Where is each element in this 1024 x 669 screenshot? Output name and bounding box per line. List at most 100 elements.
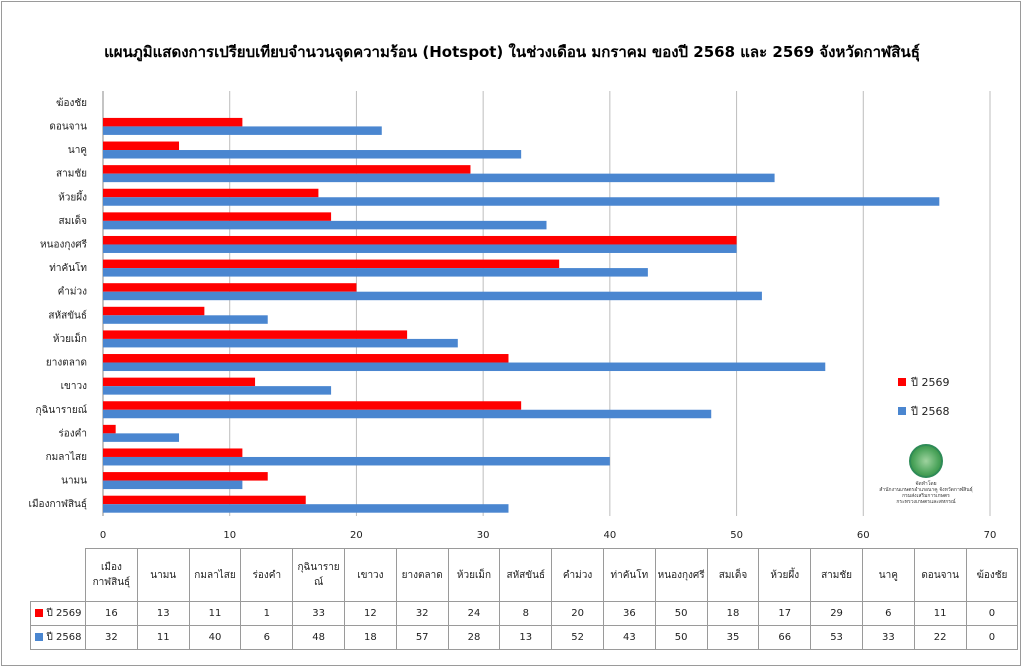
bar-2569 <box>103 141 180 151</box>
category-label: นามน <box>61 476 87 487</box>
logo-credit-line: จัดทำโดย <box>915 481 937 487</box>
bar-2569 <box>103 472 268 481</box>
x-tick-label: 20 <box>350 530 363 541</box>
legend: ปี 2569 ปี 2568 <box>898 374 949 432</box>
category-label: สหัสขันธ์ <box>48 309 87 321</box>
category-label: เมืองกาฬสินธุ์ <box>29 498 87 510</box>
table-header-cell: ดอนจาน <box>913 548 967 602</box>
table-header-cell: ห้วยผึ้ง <box>758 548 812 602</box>
table-cell: 18 <box>343 625 397 650</box>
bar-2568 <box>103 197 940 206</box>
bar-2569 <box>103 283 357 292</box>
table-header-cell: หนองกุงศรี <box>654 548 708 602</box>
seal-icon <box>909 444 943 478</box>
bar-2568 <box>103 409 712 419</box>
table-cell: 22 <box>913 625 967 650</box>
table-row-label: ปี 2569 <box>30 601 86 626</box>
table-header-cell: กุฉินารายณ์ <box>292 548 345 602</box>
table-swatch <box>34 633 43 641</box>
bar-2568 <box>103 315 268 324</box>
table-cell: 36 <box>602 601 656 626</box>
table-cell: 13 <box>136 601 190 626</box>
category-label: ฆ้องชัย <box>56 97 87 109</box>
bar-2569 <box>103 188 319 198</box>
x-tick-label: 50 <box>730 530 743 541</box>
bar-2568 <box>103 268 648 277</box>
bar-2568 <box>103 244 737 253</box>
table-cell: 66 <box>758 625 812 650</box>
bar-2569 <box>103 306 205 316</box>
table-cell: 52 <box>551 625 604 650</box>
x-tick-label: 70 <box>984 530 997 541</box>
table-cell: 35 <box>706 625 760 650</box>
table-cell: 33 <box>292 601 345 626</box>
category-label: ห้วยเม็ก <box>53 331 87 345</box>
table-cell: 33 <box>861 625 915 650</box>
x-tick-label: 60 <box>857 530 870 541</box>
table-cell: 17 <box>758 601 812 626</box>
category-label: หนองกุงศรี <box>40 238 88 250</box>
legend-label-2568: ปี 2568 <box>911 405 950 418</box>
table-cell: 24 <box>447 601 501 626</box>
agency-logo: จัดทำโดย สำนักงานเกษตรอำเภอนาคู จังหวัดก… <box>868 444 984 505</box>
chart-title: แผนภูมิแสดงการเปรียบเทียบจำนวนจุดความร้อ… <box>104 43 920 61</box>
table-header-cell: เขาวง <box>343 548 397 602</box>
bar-2568 <box>103 433 180 442</box>
bar-2568 <box>103 126 382 135</box>
table-row: ปี 2569 16 13 11 1 33 12 32 24 8 20 36 50 18 17 29 6 11 0 <box>30 601 1019 626</box>
bar-2568 <box>103 173 775 183</box>
x-tick-label: 10 <box>223 530 236 541</box>
legend-swatch-2568 <box>898 407 906 415</box>
table-cell: 32 <box>395 601 449 626</box>
table-header-cell: สมเด็จ <box>706 548 760 602</box>
bar-2568 <box>103 480 243 490</box>
bar-2569 <box>103 377 256 387</box>
category-label: ห้วยผึ้ง <box>58 189 87 203</box>
bar-2568 <box>103 291 762 301</box>
bar-2568 <box>103 504 509 513</box>
table-header-cell: ยางตลาด <box>395 548 449 602</box>
table-header-cell: ท่าคันโท <box>602 548 656 602</box>
bar-2569 <box>103 235 737 245</box>
category-label: กมลาไสย <box>46 451 87 463</box>
table-corner <box>31 549 86 602</box>
table-cell: 18 <box>706 601 760 626</box>
table-cell: 0 <box>965 601 1019 626</box>
category-label: ร่องคำ <box>58 428 87 439</box>
category-label: คำม่วง <box>58 287 88 298</box>
table-cell: 28 <box>447 625 501 650</box>
logo-office-line: สำนักงานเกษตรอำเภอนาคู จังหวัดกาฬสินธุ์ <box>879 487 973 493</box>
table-cell: 12 <box>343 601 397 626</box>
bar-2569 <box>103 330 408 339</box>
bar-2568 <box>103 338 458 348</box>
table-cell: 13 <box>499 625 553 650</box>
table-cell: 11 <box>913 601 967 626</box>
legend-item-2569: ปี 2569 <box>898 374 949 390</box>
table-cell: 11 <box>188 601 242 626</box>
category-label: ยางตลาด <box>46 358 87 369</box>
table-cell: 0 <box>965 625 1019 650</box>
table-header-cell: ร่องคำ <box>240 548 294 602</box>
logo-department-line: กรมส่งเสริมการเกษตร <box>902 493 950 499</box>
table-cell: 8 <box>499 601 553 626</box>
table-row-label: ปี 2568 <box>30 625 86 650</box>
category-label: สมเด็จ <box>59 213 88 227</box>
x-tick-label: 0 <box>100 530 106 541</box>
table-cell: 32 <box>85 625 138 650</box>
category-label: ท่าคันโท <box>49 261 87 274</box>
bar-2568 <box>103 362 826 372</box>
category-label: เขาวง <box>61 381 87 392</box>
bar-2568 <box>103 150 522 159</box>
bar-2569 <box>103 401 522 410</box>
table-cell: 48 <box>292 625 345 650</box>
table-header-cell: เมือง กาฬสินธุ์ <box>85 548 138 602</box>
bar-2569 <box>103 259 560 269</box>
table-cell: 57 <box>395 625 449 650</box>
table-cell: 43 <box>602 625 656 650</box>
table-header-cell: ห้วยเม็ก <box>447 548 501 602</box>
bar-2569 <box>103 165 471 174</box>
category-label: นาคู <box>68 145 87 156</box>
category-label: กุฉินารายณ์ <box>36 404 87 416</box>
